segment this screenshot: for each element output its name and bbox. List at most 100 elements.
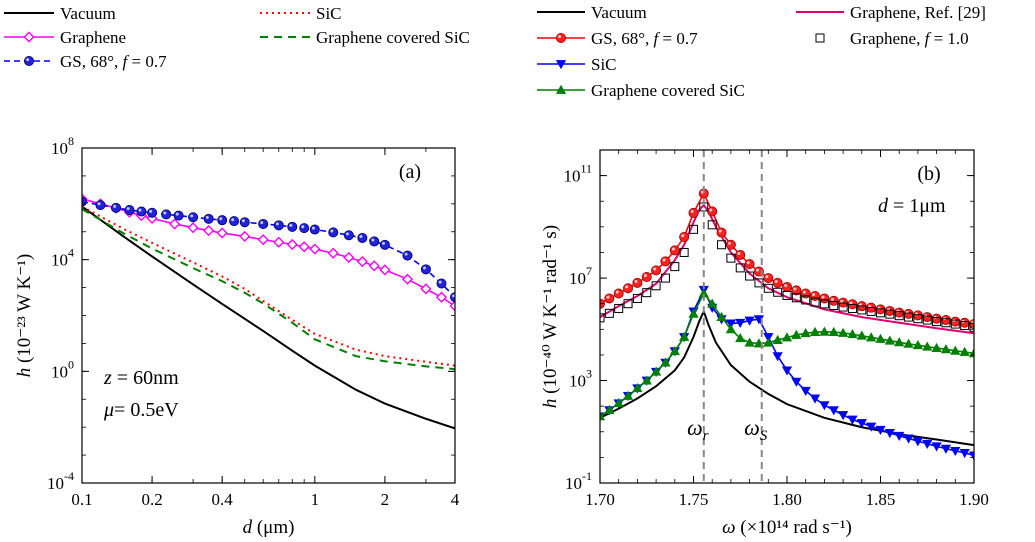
data-point-graphene-f-1-0-12 xyxy=(707,220,717,230)
legend-panel-b: Vacuum GS, 68°, f = 0.7 SiC Graphene covere… xyxy=(537,3,986,100)
data-point-graphene-10 xyxy=(239,230,251,243)
data-point-sic-37 xyxy=(940,444,952,454)
data-point-gs-68-f-0-7-10 xyxy=(688,207,699,218)
data-point-gs-68-f-0-7-25 xyxy=(828,295,839,306)
data-point-graphene-f-1-0-17 xyxy=(754,278,764,288)
data-point-gs-68-f-0-7-23 xyxy=(810,290,821,301)
series-gs-68-f-0-7 xyxy=(82,196,455,303)
data-point-gs-68-f-0-7-38 xyxy=(950,316,961,327)
y-tick-label: 1011 xyxy=(563,162,592,186)
data-point-gs-68-f-0-7-10-shine xyxy=(690,210,694,214)
data-point-gs-68-f-0-7-19-shine xyxy=(774,279,778,283)
data-point-graphene-covered-sic-5 xyxy=(641,375,652,385)
data-point-gs-68-f-0-7-25-shine xyxy=(830,297,834,301)
data-point-graphene-covered-sic-21 xyxy=(791,329,802,339)
data-point-gs-68-f-0-7-3 xyxy=(124,205,135,216)
data-point-gs-68-f-0-7-23 xyxy=(402,250,413,261)
data-point-gs-68-f-0-7-24-shine xyxy=(821,295,825,299)
data-point-gs-68-f-0-7-26-shine xyxy=(840,299,844,303)
data-point-gs-68-f-0-7-24 xyxy=(420,264,431,275)
data-point-gs-68-f-0-7-7 xyxy=(660,256,671,267)
data-point-gs-68-f-0-7-4-shine xyxy=(138,208,142,212)
data-point-gs-68-f-0-7-1-shine xyxy=(606,295,610,299)
legend-item-graphene-covered-sic: Graphene covered SiC xyxy=(537,81,745,100)
reference-label-r: ωr xyxy=(687,415,709,444)
data-point-gs-68-f-0-7-2 xyxy=(111,202,122,213)
data-point-graphene-f-1-0-21 xyxy=(791,293,801,303)
legend-label: Graphene covered SiC xyxy=(316,28,470,47)
data-point-sic-33 xyxy=(903,434,914,444)
data-point-gs-68-f-0-7-16-shine xyxy=(301,225,305,229)
data-point-gs-68-f-0-7-12 xyxy=(707,206,718,217)
data-point-graphene-19 xyxy=(368,260,380,272)
data-point-sic-34 xyxy=(912,437,924,447)
data-point-graphene-f-1-0-38 xyxy=(950,319,960,329)
legend-panel-a: Vacuum Graphene GS, 68°, f = 0.7 SiC Graphen… xyxy=(4,4,470,71)
data-point-graphene-15 xyxy=(309,243,321,255)
data-point-graphene-f-1-0-25 xyxy=(829,301,839,311)
data-point-graphene-f-1-0-34 xyxy=(913,314,923,324)
legend-label: Vacuum xyxy=(60,4,116,23)
data-point-sic-30 xyxy=(875,425,886,435)
data-point-graphene-covered-sic-36 xyxy=(931,342,942,352)
data-point-gs-68-f-0-7-13-shine xyxy=(260,221,264,225)
data-point-gs-68-f-0-7-10 xyxy=(217,215,228,226)
data-point-gs-68-f-0-7-4 xyxy=(136,206,147,217)
legend-label: SiC xyxy=(591,55,617,74)
legend-label: GS, 68°, f = 0.7 xyxy=(591,29,698,48)
data-point-graphene-f-1-0-37 xyxy=(941,318,951,328)
y-tick-exp: 7 xyxy=(586,264,592,278)
series-vacuum xyxy=(600,308,974,447)
data-point-gs-68-f-0-7-19 xyxy=(343,230,354,241)
data-point-gs-68-f-0-7-21-shine xyxy=(371,238,375,242)
label-part: = 1.0 xyxy=(929,29,968,48)
x-axis-label: ω (×10¹⁴ rad s⁻¹) xyxy=(722,517,852,538)
data-point-gs-68-f-0-7-30 xyxy=(875,304,886,315)
data-point-graphene-23 xyxy=(435,291,448,303)
data-point-gs-68-f-0-7-34 xyxy=(912,310,923,321)
data-point-graphene-21 xyxy=(401,273,414,285)
data-point-graphene-covered-sic-26 xyxy=(837,327,849,337)
data-point-graphene-f-1-0-24 xyxy=(819,299,829,309)
data-point-graphene-covered-sic-12 xyxy=(707,298,718,308)
reference-label-sub: r xyxy=(703,428,709,444)
data-point-graphene-f-1-0-33 xyxy=(904,312,914,322)
panel-label: (a) xyxy=(399,161,421,183)
x-tick-label: 1.70 xyxy=(585,490,615,509)
data-point-gs-68-f-0-7-33 xyxy=(903,308,914,319)
label-part: = 0.7 xyxy=(658,29,698,48)
data-point-gs-68-f-0-7-8 xyxy=(669,245,680,256)
data-point-gs-68-f-0-7-2-shine xyxy=(113,204,117,208)
series-sic xyxy=(82,205,455,367)
data-point-gs-68-f-0-7-23-shine xyxy=(812,293,816,297)
data-point-graphene-covered-sic-18 xyxy=(763,337,774,347)
data-point-gs-68-f-0-7-2-shine xyxy=(615,290,619,294)
x-tick-label: 4 xyxy=(451,490,460,509)
data-point-graphene-f-1-0-15 xyxy=(735,263,745,273)
data-point-gs-68-f-0-7-13 xyxy=(716,227,727,238)
label-part: Vacuum xyxy=(60,4,116,23)
data-point-sic-22 xyxy=(800,386,811,396)
data-point-graphene-f-1-0-31 xyxy=(885,309,895,319)
data-point-graphene-14 xyxy=(298,241,310,253)
data-point-gs-68-f-0-7-3-shine xyxy=(625,285,629,289)
annotation-text: = 60nm xyxy=(112,367,179,389)
data-point-graphene-12 xyxy=(273,236,285,248)
data-point-sic-19 xyxy=(772,352,783,362)
data-point-gs-68-f-0-7-17-shine xyxy=(756,268,760,272)
data-point-graphene-20 xyxy=(379,264,391,276)
data-point-graphene-f-1-0-19 xyxy=(773,287,783,297)
data-point-gs-68-f-0-7-8 xyxy=(188,212,199,223)
legend-item-gs-68-f-0-7: GS, 68°, f = 0.7 xyxy=(537,29,698,48)
data-point-graphene-covered-sic-38 xyxy=(950,345,961,355)
y-tick-base: 10 xyxy=(51,251,68,270)
y-tick-exp: -1 xyxy=(582,469,592,483)
data-point-gs-68-f-0-7-24 xyxy=(819,293,830,304)
data-point-graphene-f-1-0-40 xyxy=(969,322,974,332)
data-point-graphene-covered-sic-23 xyxy=(809,326,821,336)
x-tick-label: 1.90 xyxy=(959,490,989,509)
data-point-gs-68-f-0-7-12-shine xyxy=(709,208,713,212)
data-point-sic-23 xyxy=(809,394,821,404)
